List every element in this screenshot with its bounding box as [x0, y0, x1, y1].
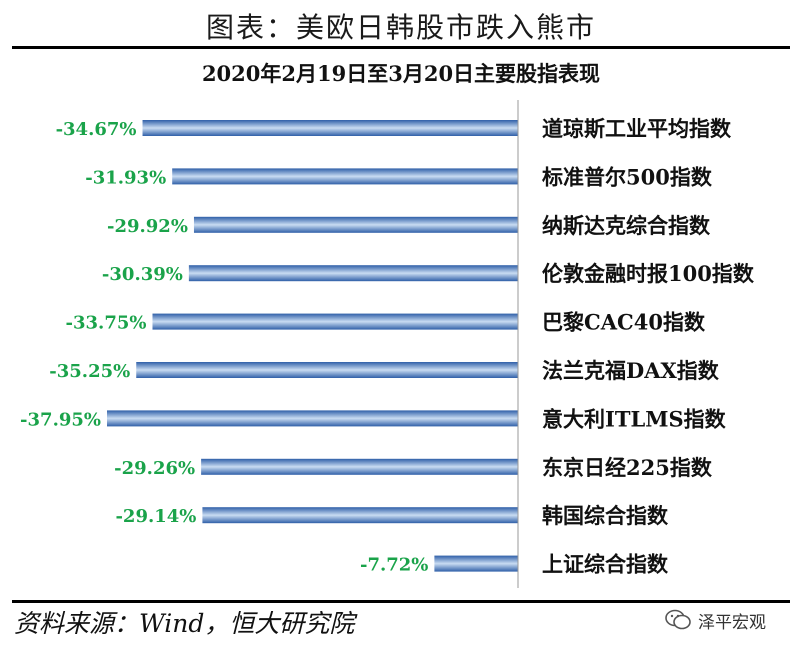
bar-0: [142, 120, 518, 136]
value-label-8: -29.14%: [115, 506, 196, 527]
value-label-5: -35.25%: [49, 361, 130, 382]
category-label-1: 标准普尔500指数: [542, 164, 713, 189]
category-label-4: 巴黎CAC40指数: [542, 310, 706, 335]
category-label-7: 东京日经225指数: [542, 455, 713, 480]
bar-2: [193, 216, 518, 233]
value-label-6: -37.95%: [20, 409, 101, 430]
value-label-9: -7.72%: [360, 555, 428, 576]
bar-6: [107, 410, 518, 427]
category-label-0: 道琼斯工业平均指数: [542, 116, 732, 141]
category-label-6: 意大利ITLMS指数: [542, 406, 727, 431]
page-title: 图表：美欧日韩股市跌入熊市: [205, 11, 596, 44]
chart-title: 2020年2月19日至3月20日主要股指表现: [201, 61, 601, 86]
bar-9: [434, 555, 518, 572]
value-label-2: -29.92%: [107, 216, 188, 237]
value-label-0: -34.67%: [56, 119, 137, 140]
wechat-icon: [665, 609, 691, 630]
bar-4: [152, 313, 519, 330]
value-label-1: -31.93%: [85, 167, 166, 188]
watermark-label: 泽平宏观: [698, 612, 766, 633]
bar-1: [172, 168, 518, 185]
value-label-3: -30.39%: [102, 264, 183, 285]
category-label-2: 纳斯达克综合指数: [542, 213, 711, 238]
category-label-8: 韩国综合指数: [542, 503, 669, 528]
category-label-9: 上证综合指数: [542, 552, 669, 577]
bar-3: [188, 265, 518, 282]
category-label-3: 伦敦金融时报100指数: [542, 261, 755, 286]
bar-7: [201, 458, 518, 475]
value-label-7: -29.26%: [114, 458, 195, 479]
category-label-5: 法兰克福DAX指数: [542, 358, 720, 383]
bottom-divider: [12, 600, 790, 603]
top-divider: [12, 46, 790, 49]
value-label-4: -33.75%: [66, 313, 147, 334]
bar-5: [136, 362, 519, 378]
watermark: 泽平宏观: [664, 606, 766, 634]
bar-8: [202, 507, 518, 524]
source-note: 资料来源：Wind，恒大研究院: [14, 609, 355, 638]
